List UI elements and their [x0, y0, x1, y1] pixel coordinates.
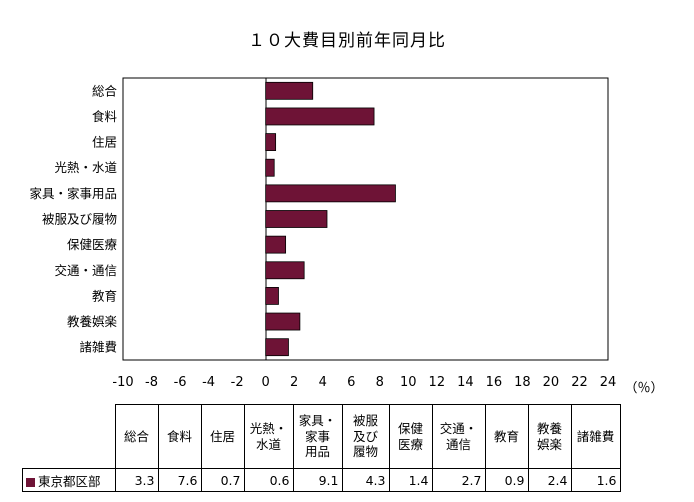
table-value-cell: 0.7	[200, 468, 245, 492]
category-label: 被服及び履物	[42, 212, 117, 227]
bar	[265, 338, 289, 357]
x-tick-label: 0	[262, 375, 270, 390]
chart-title: １０大費目別前年同月比	[248, 31, 446, 51]
legend-swatch	[26, 477, 35, 487]
table-header-cell: 諸雑費	[570, 404, 621, 469]
table-value-cell: 2.4	[527, 468, 572, 492]
table-value-cell: 3.3	[114, 468, 159, 492]
legend-series-cell: 東京都区部	[22, 468, 116, 492]
bar	[265, 210, 328, 228]
table-value-cell: 7.6	[157, 468, 202, 492]
category-label: 教育	[92, 288, 117, 303]
category-label: 家具・家事用品	[29, 186, 117, 201]
table-header-cell: 家具・ 家事 用品	[292, 404, 343, 469]
category-label: 交通・通信	[54, 263, 117, 278]
x-tick-label: 24	[600, 375, 617, 390]
table-header-cell: 保健 医療	[388, 404, 433, 469]
bar	[265, 81, 314, 100]
category-label: 諸雑費	[79, 340, 117, 355]
table-header-cell: 教養 娯楽	[527, 404, 572, 469]
x-tick-label: -4	[202, 375, 215, 390]
data-table: 総合 食料 住居 光熱・ 水道 家具・ 家事 用品 被服 及び 履物 保健 医療 交通・ 通信 教育 教養 娯楽諸…	[22, 404, 621, 492]
table-corner	[22, 404, 116, 469]
bar	[265, 133, 277, 151]
x-tick-label: 22	[571, 375, 588, 390]
x-tick-label: -8	[145, 375, 158, 390]
category-label: 保健医療	[67, 237, 118, 252]
table-value-cell: 1.6	[570, 468, 621, 492]
x-tick-label: 18	[514, 375, 531, 390]
bar-chart: 総合食料住居光熱・水道家具・家事用品被服及び履物保健医療交通・通信教育教養娯楽諸…	[29, 77, 664, 396]
x-tick-label: 10	[400, 375, 417, 390]
unit-label: （％）	[624, 381, 663, 396]
bar	[265, 107, 375, 126]
plot-area	[122, 77, 609, 361]
table-header-cell: 教育	[484, 404, 529, 469]
bar	[265, 158, 275, 177]
x-tick-label: -2	[231, 375, 244, 390]
x-tick-label: -10	[112, 375, 133, 390]
data-table-header-row: 総合 食料 住居 光熱・ 水道 家具・ 家事 用品 被服 及び 履物 保健 医療 交通・ 通信 教育 教養 娯楽諸…	[22, 404, 621, 469]
bar	[265, 235, 287, 254]
bar	[265, 287, 279, 305]
bar	[265, 312, 301, 331]
x-tick-label: 8	[376, 375, 384, 390]
data-table-value-row: 東京都区部 3.3 7.6 0.7 0.6 9.1 4.3 1.4 2.7 0.9 2.4 1.6	[22, 468, 621, 492]
category-label: 食料	[92, 109, 118, 124]
legend-series-name: 東京都区部	[38, 473, 101, 489]
x-tick-label: 4	[319, 375, 327, 390]
category-label: 総合	[92, 83, 118, 98]
category-label: 光熱・水道	[54, 160, 117, 175]
category-label: 教養娯楽	[67, 314, 118, 329]
x-tick-label: 20	[543, 375, 560, 390]
table-header-cell: 住居	[200, 404, 245, 469]
bar	[265, 261, 305, 280]
table-value-cell: 4.3	[341, 468, 390, 492]
x-tick-label: 2	[290, 375, 298, 390]
x-tick-label: 12	[429, 375, 446, 390]
x-tick-label: 6	[347, 375, 355, 390]
x-tick-label: -6	[174, 375, 187, 390]
x-tick-label: 16	[486, 375, 503, 390]
category-label: 住居	[92, 135, 117, 150]
table-value-cell: 2.7	[431, 468, 486, 492]
table-value-cell: 0.6	[243, 468, 294, 492]
table-value-cell: 9.1	[292, 468, 343, 492]
table-value-cell: 1.4	[388, 468, 433, 492]
table-header-cell: 被服 及び 履物	[341, 404, 390, 469]
x-tick-label: 14	[457, 375, 474, 390]
table-value-cell: 0.9	[484, 468, 529, 492]
table-header-cell: 総合	[114, 404, 159, 469]
table-header-cell: 光熱・ 水道	[243, 404, 294, 469]
bar	[265, 184, 396, 203]
table-header-cell: 食料	[157, 404, 202, 469]
table-header-cell: 交通・ 通信	[431, 404, 486, 469]
